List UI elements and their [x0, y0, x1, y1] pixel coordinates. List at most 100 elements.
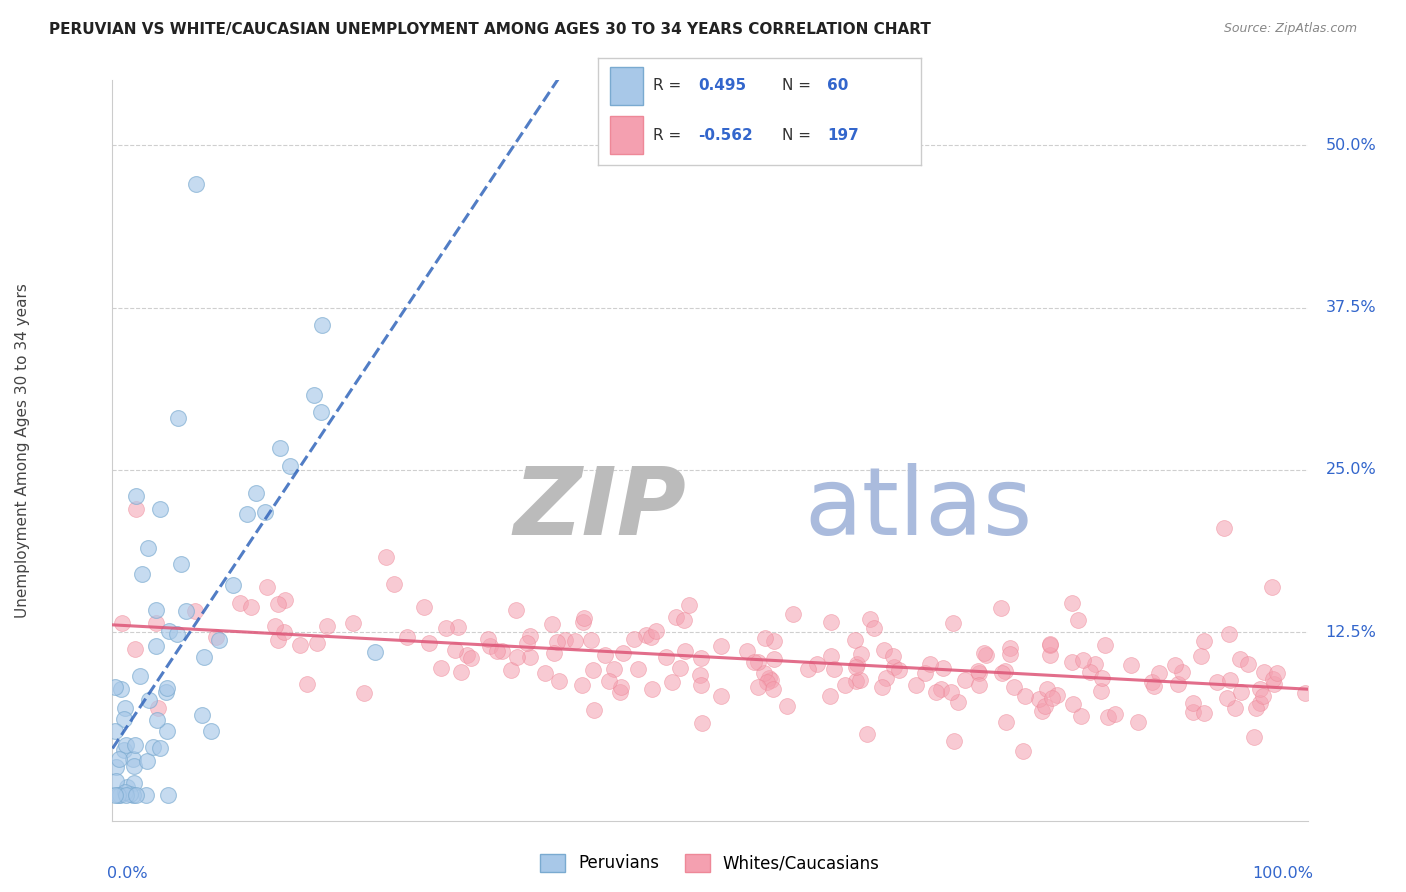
Point [107, 752, 129, 766]
Point [1164, 658, 1187, 673]
Point [418, 635, 440, 649]
Point [820, 689, 842, 703]
Point [735, 644, 758, 658]
Point [1251, 689, 1274, 703]
Point [124, 738, 146, 752]
Point [1246, 701, 1268, 715]
Point [875, 671, 897, 685]
Point [634, 628, 657, 642]
Point [1036, 681, 1059, 696]
Point [1040, 691, 1063, 706]
Point [856, 726, 879, 740]
Legend: Peruvians, Whites/Caucasians: Peruvians, Whites/Caucasians [534, 847, 886, 879]
Text: 12.5%: 12.5% [1326, 624, 1376, 640]
Point [1039, 648, 1062, 662]
Point [574, 611, 596, 625]
Point [806, 657, 828, 672]
Point [1243, 730, 1265, 744]
Point [1060, 596, 1083, 610]
Point [290, 638, 312, 652]
Point [278, 459, 301, 474]
Point [302, 387, 325, 401]
Point [105, 774, 128, 789]
Point [110, 788, 132, 802]
Point [883, 659, 905, 673]
Point [918, 657, 941, 672]
Point [645, 624, 668, 638]
Point [747, 681, 769, 695]
Point [1149, 666, 1171, 681]
Point [114, 785, 136, 799]
Point [564, 633, 586, 648]
Point [146, 713, 169, 727]
Point [136, 754, 159, 768]
Point [579, 633, 602, 648]
Point [115, 780, 138, 794]
Point [1218, 627, 1240, 641]
Point [253, 505, 276, 519]
Point [859, 612, 882, 626]
Point [111, 615, 134, 630]
Point [763, 633, 786, 648]
Text: 0.495: 0.495 [697, 78, 747, 94]
FancyBboxPatch shape [610, 116, 643, 154]
Point [430, 661, 453, 675]
Point [609, 685, 631, 699]
Point [305, 636, 328, 650]
Point [1011, 744, 1033, 758]
Point [149, 740, 172, 755]
Point [128, 669, 150, 683]
Point [1261, 672, 1284, 686]
Text: ZIP: ZIP [513, 463, 686, 555]
Point [598, 673, 620, 688]
Point [710, 639, 733, 653]
Point [122, 776, 145, 790]
Point [1263, 677, 1285, 691]
Point [851, 648, 873, 662]
Point [122, 759, 145, 773]
Text: Source: ZipAtlas.com: Source: ZipAtlas.com [1223, 22, 1357, 36]
Point [295, 677, 318, 691]
Point [797, 662, 820, 676]
Text: 0.0%: 0.0% [107, 866, 148, 881]
Point [1039, 637, 1062, 651]
Point [186, 177, 208, 191]
Point [1206, 674, 1229, 689]
Point [450, 665, 472, 679]
Point [953, 673, 976, 687]
Point [485, 644, 508, 658]
Point [543, 646, 565, 660]
Point [1060, 655, 1083, 669]
Point [1215, 690, 1237, 705]
Point [1223, 701, 1246, 715]
Point [661, 675, 683, 690]
Point [1071, 653, 1094, 667]
Point [1265, 665, 1288, 680]
Point [1249, 682, 1271, 697]
Point [149, 502, 172, 516]
Point [1070, 708, 1092, 723]
Text: 50.0%: 50.0% [1326, 137, 1376, 153]
Point [447, 620, 470, 634]
Point [673, 644, 696, 658]
Point [104, 788, 127, 802]
Point [519, 629, 541, 643]
Point [193, 649, 215, 664]
Point [229, 597, 252, 611]
Point [546, 634, 568, 648]
Point [541, 617, 564, 632]
Point [904, 678, 927, 692]
Point [239, 600, 262, 615]
Point [444, 642, 467, 657]
Point [974, 648, 997, 663]
Point [138, 693, 160, 707]
Point [929, 682, 952, 697]
Point [689, 667, 711, 681]
Point [112, 713, 135, 727]
Point [1219, 673, 1241, 688]
Point [236, 508, 259, 522]
Point [678, 598, 700, 612]
Point [456, 648, 478, 663]
Point [583, 703, 606, 717]
Point [142, 740, 165, 755]
